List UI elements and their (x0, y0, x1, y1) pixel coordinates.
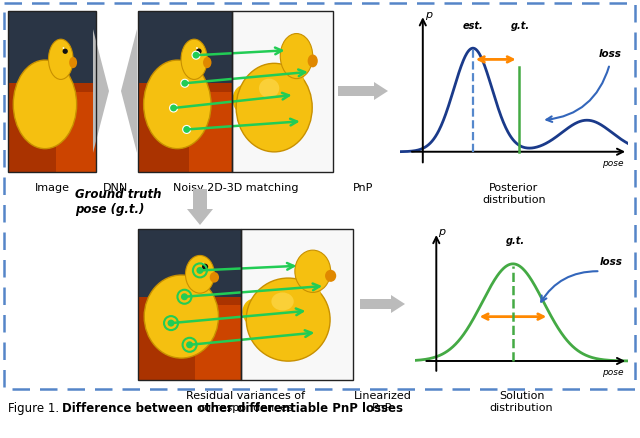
Polygon shape (360, 295, 405, 313)
Ellipse shape (232, 86, 255, 115)
Ellipse shape (13, 61, 77, 149)
FancyBboxPatch shape (8, 84, 96, 173)
Polygon shape (121, 30, 137, 154)
Ellipse shape (203, 58, 211, 69)
Ellipse shape (296, 273, 321, 312)
FancyBboxPatch shape (138, 84, 232, 173)
Ellipse shape (271, 293, 294, 311)
Text: g.t.: g.t. (506, 235, 525, 245)
Polygon shape (93, 30, 109, 154)
Circle shape (63, 48, 64, 50)
Ellipse shape (177, 68, 197, 100)
FancyBboxPatch shape (56, 92, 96, 173)
Text: Figure 1.: Figure 1. (8, 401, 59, 414)
Ellipse shape (295, 251, 331, 293)
Text: Image: Image (35, 183, 70, 193)
FancyBboxPatch shape (8, 12, 96, 84)
Circle shape (182, 126, 191, 134)
Text: loss: loss (600, 256, 622, 266)
Polygon shape (338, 83, 388, 101)
Circle shape (63, 49, 68, 55)
Text: PnP: PnP (353, 183, 373, 193)
Text: Solution
distribution: Solution distribution (490, 390, 554, 412)
Text: Difference between other differentiable PnP losses: Difference between other differentiable … (62, 401, 403, 414)
Ellipse shape (186, 256, 214, 293)
Circle shape (196, 49, 202, 55)
Ellipse shape (243, 299, 267, 326)
Ellipse shape (259, 79, 279, 99)
Text: pose: pose (602, 159, 623, 168)
Ellipse shape (210, 272, 219, 283)
Circle shape (181, 80, 189, 88)
Ellipse shape (236, 64, 312, 152)
Circle shape (181, 293, 188, 300)
Ellipse shape (143, 61, 211, 149)
Circle shape (168, 320, 175, 327)
Ellipse shape (280, 35, 313, 79)
Ellipse shape (181, 40, 207, 80)
Text: Posterior
distribution: Posterior distribution (482, 183, 546, 204)
Text: $p$: $p$ (438, 227, 447, 239)
Text: est.: est. (463, 21, 483, 31)
Circle shape (196, 48, 198, 50)
Circle shape (202, 264, 208, 270)
Circle shape (202, 263, 204, 265)
Text: Linearized
PnP: Linearized PnP (353, 390, 412, 412)
Polygon shape (187, 190, 213, 226)
Ellipse shape (180, 282, 203, 312)
Ellipse shape (69, 58, 77, 69)
Circle shape (170, 105, 177, 113)
Text: g.t.: g.t. (511, 21, 531, 31)
FancyBboxPatch shape (232, 12, 333, 173)
Circle shape (186, 342, 193, 349)
Ellipse shape (246, 279, 330, 361)
FancyBboxPatch shape (138, 12, 232, 84)
FancyBboxPatch shape (189, 92, 232, 173)
Text: Noisy 2D-3D matching: Noisy 2D-3D matching (173, 183, 298, 193)
Text: pose: pose (602, 367, 624, 376)
Ellipse shape (44, 68, 63, 100)
Text: $p$: $p$ (425, 10, 434, 21)
Text: loss: loss (598, 49, 621, 59)
FancyBboxPatch shape (138, 297, 241, 380)
Ellipse shape (282, 59, 303, 100)
FancyBboxPatch shape (241, 230, 353, 380)
Ellipse shape (49, 40, 73, 80)
Text: DNN: DNN (102, 183, 127, 193)
Circle shape (192, 52, 200, 60)
Circle shape (196, 267, 204, 274)
Ellipse shape (144, 276, 218, 358)
Text: Residual variances of
correspondences: Residual variances of correspondences (186, 390, 305, 412)
Ellipse shape (325, 270, 336, 282)
FancyBboxPatch shape (138, 230, 241, 297)
Ellipse shape (308, 55, 318, 68)
Text: Ground truth
pose (g.t.): Ground truth pose (g.t.) (75, 187, 161, 215)
FancyBboxPatch shape (195, 305, 241, 380)
